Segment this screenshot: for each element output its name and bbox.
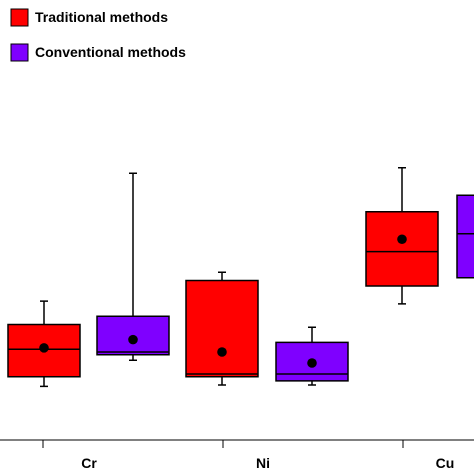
iqr-box — [185, 279, 259, 378]
mean-marker — [39, 343, 49, 353]
box-cr-conventional — [96, 172, 170, 361]
box-cu-traditional — [365, 167, 439, 305]
box-ni-conventional — [275, 326, 349, 386]
iqr-box — [365, 211, 439, 287]
x-tick-label-cu: Cu — [436, 455, 455, 471]
x-tick-label-cr: Cr — [81, 455, 97, 471]
legend: Traditional methods Conventional methods — [10, 8, 186, 62]
legend-swatch-conventional — [10, 43, 29, 62]
box-cu-conventional — [456, 194, 474, 279]
legend-label-conventional: Conventional methods — [35, 44, 186, 60]
mean-marker — [128, 334, 138, 345]
legend-label-traditional: Traditional methods — [35, 9, 168, 25]
box-cr-traditional — [7, 300, 81, 388]
box-series-group — [7, 167, 474, 388]
x-axis: Cr Ni Cu — [0, 439, 474, 471]
legend-swatch-traditional — [10, 8, 29, 27]
mean-marker — [397, 234, 407, 245]
mean-marker — [217, 347, 227, 357]
x-tick-label-ni: Ni — [256, 455, 270, 471]
mean-marker — [307, 358, 317, 368]
box-ni-traditional — [185, 271, 259, 386]
iqr-box — [456, 194, 474, 279]
